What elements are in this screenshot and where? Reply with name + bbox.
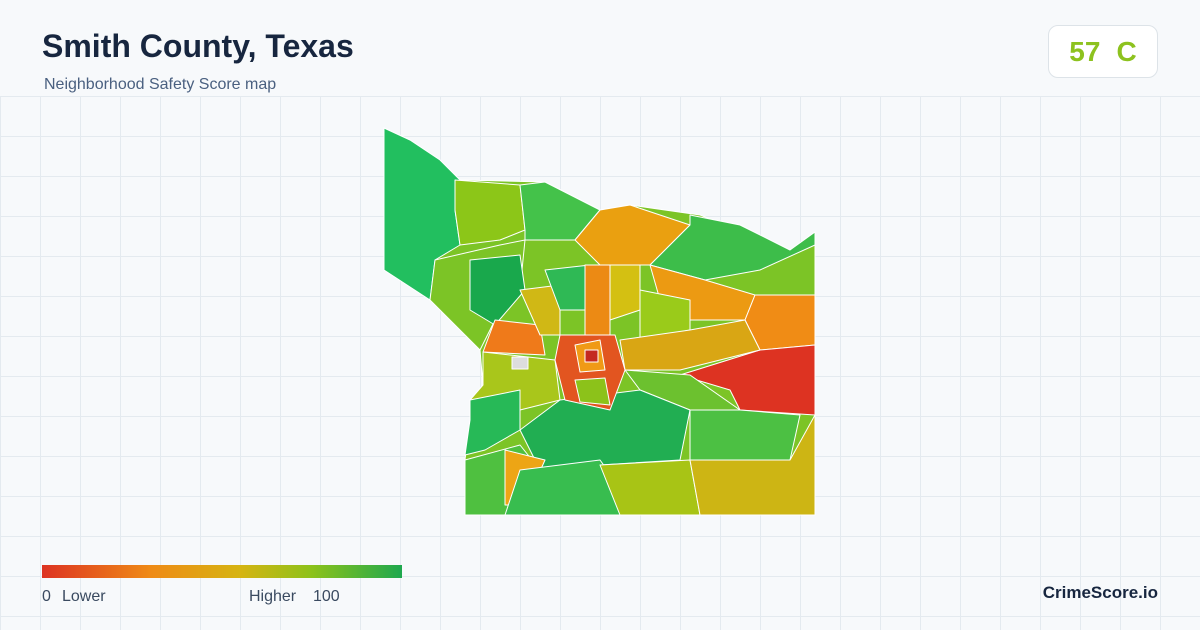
region — [464, 389, 521, 456]
region — [689, 414, 816, 516]
score-value: 57 — [1069, 35, 1101, 67]
region — [689, 409, 801, 466]
title: Smith County, Texas — [42, 28, 354, 64]
subtitle: Neighborhood Safety Score map — [44, 76, 277, 93]
score-grade: C — [1116, 35, 1137, 67]
legend-min: 0 — [42, 588, 51, 605]
region — [584, 264, 611, 336]
legend-max: 100 — [313, 588, 340, 605]
region — [511, 356, 529, 370]
region — [574, 377, 611, 406]
region — [469, 254, 526, 326]
map-regions — [383, 127, 816, 516]
region — [609, 264, 641, 321]
legend-min-label: Lower — [62, 588, 106, 605]
region — [482, 319, 546, 356]
brand: CrimeScore.io — [1042, 583, 1158, 602]
region — [584, 349, 599, 363]
legend-gradient — [42, 565, 402, 578]
legend-max-label: Higher — [249, 588, 297, 605]
score-badge: 57 C — [1048, 25, 1158, 78]
region — [649, 214, 816, 281]
